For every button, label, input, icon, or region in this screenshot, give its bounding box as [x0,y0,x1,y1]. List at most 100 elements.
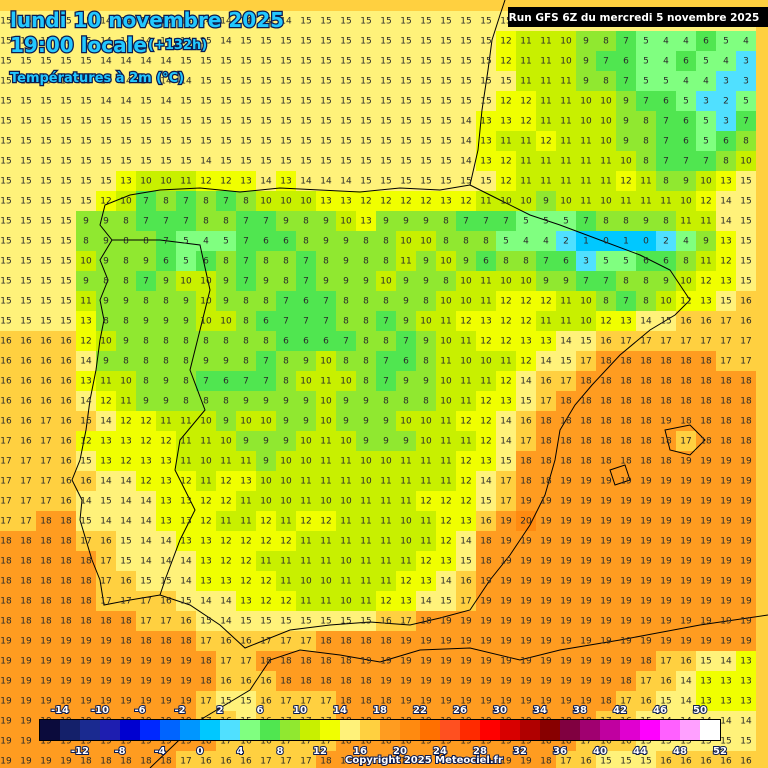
temperature-cell [196,411,216,431]
temperature-value: 18 [680,377,692,387]
temperature-value: 12 [500,57,511,67]
temperature-value: 18 [80,557,92,567]
temperature-cell [256,131,276,151]
temperature-cell [156,271,176,291]
temperature-cell [396,251,416,271]
temperature-value: 11 [560,297,571,307]
temperature-cell [296,31,316,51]
temperature-cell [376,11,396,31]
temperature-value: 19 [180,657,192,667]
temperature-value: 10 [240,417,252,427]
temperature-value: 19 [620,657,632,667]
temperature-value: 9 [83,217,89,227]
temperature-cell [16,151,36,171]
temperature-value: 18 [620,417,632,427]
temperature-value: 16 [680,317,692,327]
temperature-cell [216,71,236,91]
temperature-value: 11 [440,357,451,367]
temperature-value: 7 [223,197,229,207]
temperature-value: 19 [700,557,712,567]
temperature-cell [456,391,476,411]
temperature-value: 15 [300,97,311,107]
temperature-value: 19 [640,497,652,507]
temperature-value: 19 [700,517,712,527]
temperature-value: 15 [660,317,671,327]
temperature-cell [596,411,616,431]
temperature-value: 19 [740,537,752,547]
temperature-value: 17 [40,497,51,507]
temperature-cell [416,191,436,211]
temperature-value: 18 [640,357,652,367]
temperature-value: 17 [400,617,411,627]
temperature-cell [476,311,496,331]
temperature-value: 18 [700,437,712,447]
temperature-value: 15 [0,257,11,267]
temperature-value: 15 [240,617,251,627]
temperature-value: 15 [340,37,351,47]
temperature-value: 14 [260,177,272,187]
temperature-cell [396,391,416,411]
temperature-value: 19 [0,717,12,727]
temperature-cell [316,371,336,391]
temperature-value: 10 [200,417,212,427]
temperature-value: 11 [520,177,531,187]
temperature-value: 17 [0,437,11,447]
temperature-value: 16 [60,377,72,387]
temperature-cell [0,331,16,351]
temperature-cell [676,331,696,351]
temperature-value: 15 [480,97,491,107]
temperature-value: 11 [320,457,331,467]
temperature-cell [616,131,636,151]
temperature-value: 16 [240,637,252,647]
temperature-cell [716,411,736,431]
legend-bottom-label: 44 [633,746,647,757]
temperature-value: 4 [723,57,729,67]
temperature-cell [256,91,276,111]
temperature-value: 18 [60,577,72,587]
temperature-value: 8 [143,337,149,347]
temperature-value: 13 [740,677,751,687]
temperature-value: 14 [220,597,232,607]
legend-bottom-label: -12 [71,746,89,757]
temperature-value: 15 [0,277,11,287]
temperature-value: 19 [680,637,692,647]
legend-bottom-label: 8 [277,746,284,757]
temperature-cell [176,311,196,331]
temperature-value: 9 [423,337,429,347]
temperature-cell [196,351,216,371]
temperature-cell [616,111,636,131]
temperature-value: 19 [120,657,132,667]
temperature-cell [136,71,156,91]
temperature-value: 15 [20,317,31,327]
temperature-cell [276,271,296,291]
temperature-value: 12 [460,417,471,427]
temperature-value: 19 [440,677,452,687]
temperature-value: 15 [480,177,491,187]
temperature-value: 15 [140,157,151,167]
temperature-value: 14 [500,417,512,427]
temperature-value: 15 [240,157,251,167]
temperature-cell [116,71,136,91]
temperature-cell [76,151,96,171]
temperature-cell [416,391,436,411]
temperature-cell [576,391,596,411]
temperature-cell [116,411,136,431]
temperature-cell [376,311,396,331]
temperature-cell [16,111,36,131]
temperature-value: 8 [603,37,609,47]
temperature-value: 18 [620,677,632,687]
temperature-value: 14 [80,497,92,507]
temperature-value: 9 [623,117,629,127]
temperature-value: 8 [623,217,629,227]
temperature-value: 19 [0,657,12,667]
temperature-value: 19 [740,457,752,467]
temperature-value: 14 [520,377,532,387]
temperature-value: 15 [260,117,271,127]
temperature-cell [156,331,176,351]
temperature-value: 16 [20,437,32,447]
temperature-value: 12 [500,297,511,307]
temperature-cell [56,431,76,451]
temperature-value: 17 [0,517,11,527]
temperature-value: 19 [680,597,692,607]
temperature-value: 10 [340,437,352,447]
